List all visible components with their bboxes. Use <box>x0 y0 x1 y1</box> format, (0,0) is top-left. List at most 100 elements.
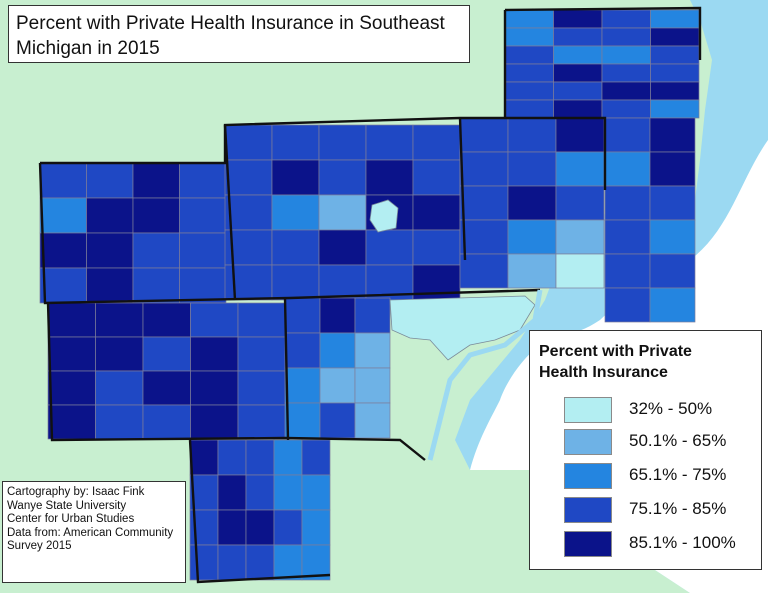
township-cell <box>504 99 554 119</box>
township-cell <box>301 474 331 511</box>
township-cell <box>271 229 320 266</box>
township-cell <box>412 159 461 196</box>
township-cell <box>179 267 227 304</box>
township-cell <box>354 367 391 404</box>
township-cell <box>354 332 391 369</box>
township-cell <box>319 402 356 439</box>
township-cell <box>553 27 603 47</box>
township-cell <box>555 185 605 221</box>
township-cell <box>650 9 700 29</box>
township-cell <box>365 124 414 161</box>
legend-title-line-1: Percent with Private <box>539 343 692 360</box>
township-cell <box>354 402 391 439</box>
township-cell <box>284 367 321 404</box>
township-cell <box>86 232 134 269</box>
township-cell <box>412 194 461 231</box>
credits-line: Data from: American Community <box>7 526 174 539</box>
legend-title-line-2: Health Insurance <box>539 364 668 381</box>
township-cell <box>142 302 191 338</box>
township-cell <box>273 544 303 581</box>
township-cell <box>224 124 273 161</box>
township-cell <box>459 151 509 187</box>
township-cell <box>319 367 356 404</box>
township-cell <box>271 264 320 301</box>
credits-box: Cartography by: Isaac Fink Wanye State U… <box>2 481 186 583</box>
map-title-box: Percent with Private Health Insurance in… <box>8 5 470 63</box>
township-cell <box>604 253 651 289</box>
township-cell <box>318 194 367 231</box>
township-cell <box>217 544 247 581</box>
township-cell <box>86 162 134 199</box>
township-cell <box>190 404 239 440</box>
township-cell <box>553 99 603 119</box>
pontiac-city-area <box>369 199 399 233</box>
township-cell <box>142 336 191 372</box>
township-cell <box>245 509 275 546</box>
legend-swatch <box>564 497 612 523</box>
township-cell <box>649 151 696 187</box>
township-cell <box>601 27 651 47</box>
township-cell <box>190 302 239 338</box>
legend-item: 65.1% - 75% <box>564 463 754 489</box>
credits-line: Wanye State University <box>7 499 127 512</box>
township-cell <box>604 151 651 187</box>
township-cell <box>555 117 605 153</box>
township-cell <box>507 253 557 289</box>
township-cell <box>507 219 557 255</box>
county-boundaries <box>38 6 702 584</box>
township-cell <box>179 232 227 269</box>
township-cell <box>649 287 696 323</box>
township-cell <box>39 232 87 269</box>
township-cell <box>47 370 96 406</box>
township-cell <box>553 45 603 65</box>
legend-item: 75.1% - 85% <box>564 497 754 523</box>
township-cell <box>224 194 273 231</box>
township-cell <box>271 124 320 161</box>
township-cell <box>224 264 273 301</box>
township-cell <box>507 117 557 153</box>
township-cell <box>179 197 227 234</box>
township-cell <box>189 474 219 511</box>
township-cell <box>601 99 651 119</box>
credits-line: Cartography by: Isaac Fink <box>7 486 145 498</box>
township-cell <box>237 302 286 338</box>
township-cell <box>217 474 247 511</box>
township-cell <box>39 162 87 199</box>
township-cell <box>354 297 391 334</box>
township-cell <box>95 336 144 372</box>
township-cell <box>649 253 696 289</box>
township-cell <box>142 404 191 440</box>
township-cell <box>601 63 651 83</box>
township-cell <box>245 544 275 581</box>
township-cell <box>142 370 191 406</box>
township-cell <box>189 544 219 581</box>
detroit-city-area <box>389 295 536 361</box>
township-polygons <box>39 9 700 581</box>
township-cell <box>301 439 331 476</box>
township-cell <box>95 404 144 440</box>
township-cell <box>604 117 651 153</box>
township-cell <box>217 509 247 546</box>
township-cell <box>284 402 321 439</box>
township-cell <box>319 332 356 369</box>
township-cell <box>273 509 303 546</box>
map-title-line-2: Michigan in 2015 <box>16 38 160 59</box>
legend-swatch <box>564 531 612 557</box>
township-cell <box>459 219 509 255</box>
township-cell <box>271 194 320 231</box>
township-cell <box>553 63 603 83</box>
township-cell <box>319 297 356 334</box>
legend-label: 32% - 50% <box>629 399 713 418</box>
township-cell <box>459 253 509 289</box>
township-cell <box>86 197 134 234</box>
township-cell <box>132 162 180 199</box>
township-cell <box>301 509 331 546</box>
township-cell <box>553 9 603 29</box>
legend-item: 85.1% - 100% <box>564 531 754 557</box>
township-cell <box>132 267 180 304</box>
township-cell <box>601 9 651 29</box>
township-cell <box>271 159 320 196</box>
township-cell <box>504 45 554 65</box>
township-cell <box>39 267 87 304</box>
legend-swatch <box>564 429 612 455</box>
